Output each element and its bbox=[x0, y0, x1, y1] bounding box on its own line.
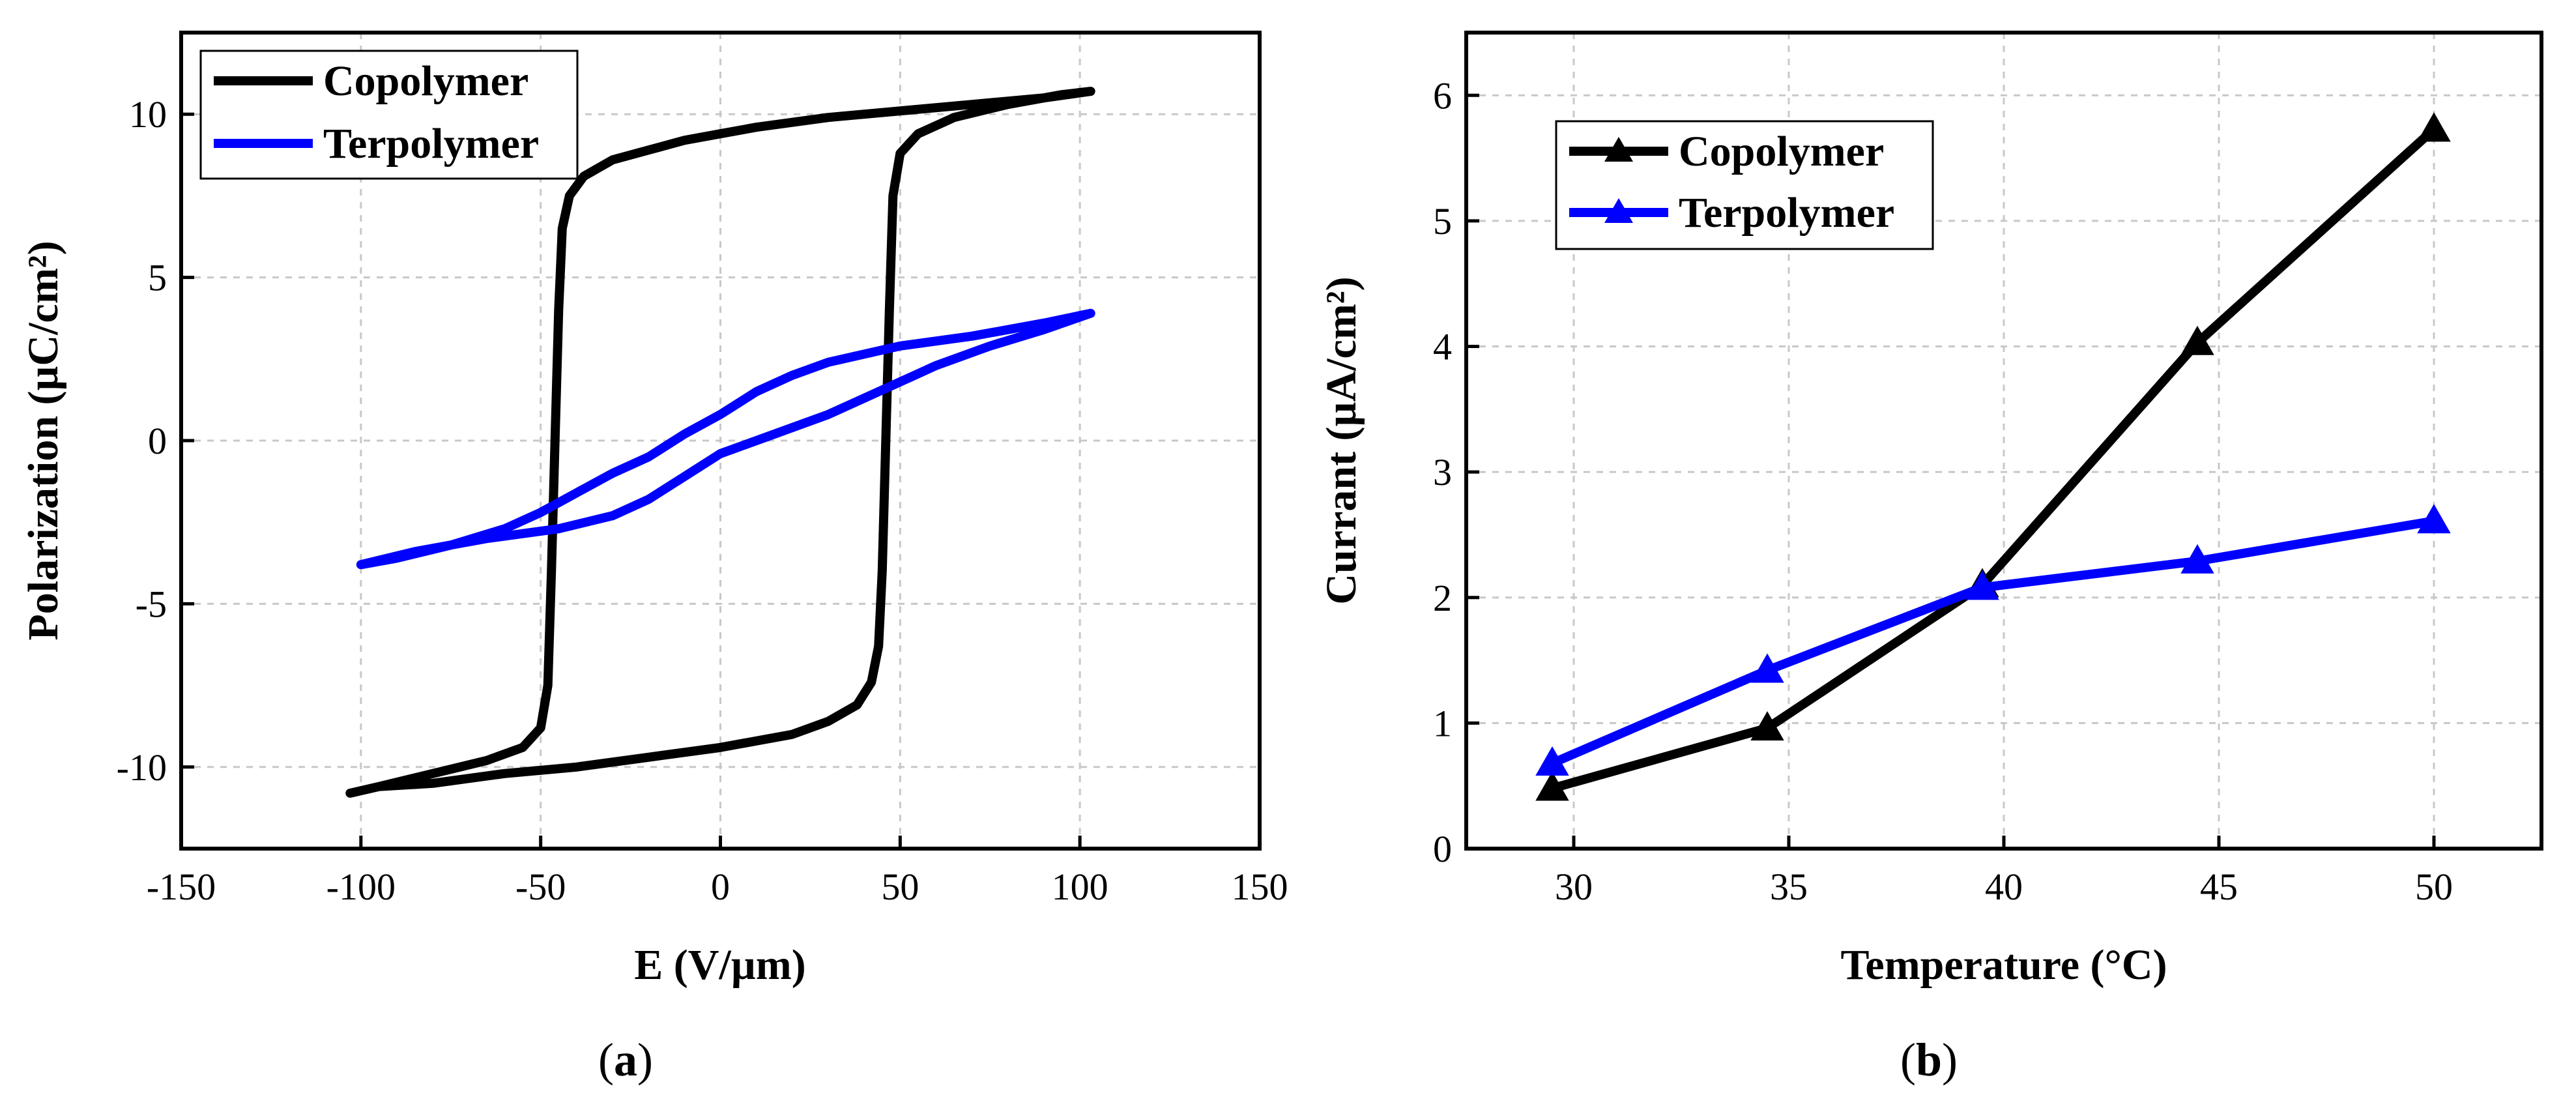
data-point-terpolymer bbox=[1535, 746, 1569, 776]
y-tick-label: 6 bbox=[1433, 74, 1452, 117]
data-point-terpolymer bbox=[2180, 544, 2214, 574]
x-tick-label: -50 bbox=[515, 866, 566, 908]
panel-b-caption: (b) bbox=[1900, 1034, 1958, 1086]
data-point-terpolymer bbox=[1750, 653, 1784, 683]
y-tick-label: 3 bbox=[1433, 451, 1452, 493]
series-line-copolymer bbox=[345, 87, 1095, 798]
legend-copolymer-marker bbox=[1604, 137, 1633, 162]
panel-a-caption: (a) bbox=[598, 1034, 653, 1086]
y-tick-label: 0 bbox=[148, 420, 167, 462]
data-point-terpolymer bbox=[1965, 570, 1999, 600]
x-tick-label: 50 bbox=[881, 866, 919, 908]
x-tick-label: 50 bbox=[2415, 866, 2453, 908]
x-tick-label: 35 bbox=[1770, 866, 1808, 908]
x-tick-label: 40 bbox=[1985, 866, 2023, 908]
series-line-terpolymer bbox=[356, 308, 1095, 570]
panel-a-y-axis-title: Polarization (µC/cm²) bbox=[20, 241, 67, 640]
legend-copolymer-label: Copolymer bbox=[1679, 128, 1884, 175]
data-point-copolymer bbox=[2417, 112, 2451, 142]
panel-a-series bbox=[345, 87, 1095, 798]
y-tick-label: 0 bbox=[1433, 828, 1452, 870]
data-point-copolymer bbox=[1535, 771, 1569, 801]
y-tick-label: 1 bbox=[1433, 702, 1452, 744]
y-tick-label: 5 bbox=[148, 257, 167, 299]
y-tick-label: 4 bbox=[1433, 326, 1452, 368]
legend-terpolymer-label: Terpolymer bbox=[323, 120, 539, 168]
panel-a-legend-box bbox=[199, 50, 579, 180]
y-tick-label: -10 bbox=[117, 746, 167, 789]
x-tick-label: 150 bbox=[1232, 866, 1288, 908]
legend-copolymer-label: Copolymer bbox=[323, 57, 528, 105]
data-point-copolymer bbox=[2180, 325, 2214, 355]
legend-terpolymer-marker bbox=[1604, 198, 1633, 223]
data-point-copolymer bbox=[1750, 711, 1784, 741]
panel-b-x-axis-title: Temperature (°C) bbox=[1840, 941, 2167, 989]
panel-b-legend: Copolymer Terpolymer bbox=[1555, 120, 1934, 250]
y-tick-label: 5 bbox=[1433, 200, 1452, 242]
x-tick-label: -150 bbox=[147, 866, 216, 908]
panel-b-series bbox=[1535, 112, 2451, 801]
series-line-terpolymer bbox=[1548, 516, 2439, 768]
x-tick-label: 0 bbox=[711, 866, 730, 908]
y-tick-label: 2 bbox=[1433, 577, 1452, 619]
x-tick-label: 100 bbox=[1052, 866, 1108, 908]
data-point-terpolymer bbox=[2417, 504, 2451, 534]
x-tick-label: 30 bbox=[1555, 866, 1593, 908]
y-tick-label: 10 bbox=[129, 93, 167, 136]
panel-a-legend: Copolymer Terpolymer bbox=[199, 50, 579, 180]
panel-b-y-axis-title: Currant (µA/cm²) bbox=[1318, 276, 1365, 604]
y-tick-label: -5 bbox=[136, 583, 167, 625]
legend-terpolymer-label: Terpolymer bbox=[1679, 189, 1894, 237]
x-tick-label: 45 bbox=[2200, 866, 2238, 908]
x-tick-label: -100 bbox=[326, 866, 396, 908]
panel-a-x-axis-title: E (V/µm) bbox=[634, 941, 805, 989]
